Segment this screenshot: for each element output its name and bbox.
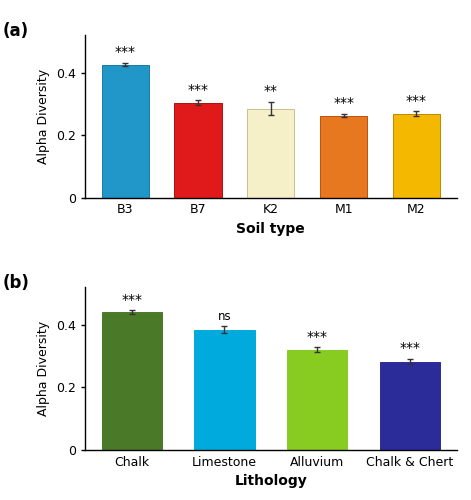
Bar bbox=[380, 362, 440, 450]
X-axis label: Soil type: Soil type bbox=[236, 222, 305, 236]
Text: ***: *** bbox=[307, 330, 328, 344]
Text: ***: *** bbox=[187, 82, 209, 96]
Bar bbox=[102, 312, 162, 450]
Bar bbox=[287, 350, 347, 450]
Text: ***: *** bbox=[333, 96, 354, 110]
Bar bbox=[195, 330, 255, 450]
X-axis label: Lithology: Lithology bbox=[235, 474, 307, 488]
Bar bbox=[320, 116, 367, 198]
Text: ***: *** bbox=[406, 94, 427, 108]
Text: ***: *** bbox=[115, 46, 136, 60]
Text: **: ** bbox=[264, 84, 278, 98]
Bar bbox=[393, 114, 440, 198]
Text: (b): (b) bbox=[3, 274, 30, 292]
Y-axis label: Alpha Diversity: Alpha Diversity bbox=[37, 321, 50, 416]
Text: ***: *** bbox=[122, 292, 142, 306]
Bar bbox=[174, 103, 222, 198]
Text: ***: *** bbox=[399, 342, 420, 355]
Bar bbox=[102, 64, 149, 198]
Text: ns: ns bbox=[218, 310, 231, 322]
Bar bbox=[247, 108, 294, 198]
Y-axis label: Alpha Diversity: Alpha Diversity bbox=[37, 69, 50, 164]
Text: (a): (a) bbox=[3, 22, 29, 40]
